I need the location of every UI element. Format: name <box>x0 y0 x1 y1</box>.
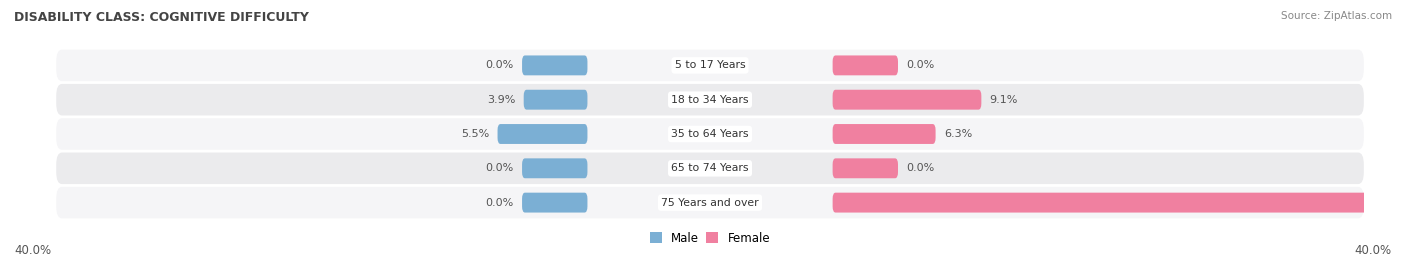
FancyBboxPatch shape <box>522 55 588 75</box>
FancyBboxPatch shape <box>56 152 1364 184</box>
FancyBboxPatch shape <box>56 187 1364 218</box>
Text: 0.0%: 0.0% <box>485 198 515 208</box>
FancyBboxPatch shape <box>522 193 588 213</box>
Legend: Male, Female: Male, Female <box>650 232 770 245</box>
Text: 5.5%: 5.5% <box>461 129 489 139</box>
Text: 0.0%: 0.0% <box>485 163 515 173</box>
Text: 40.0%: 40.0% <box>14 244 51 257</box>
FancyBboxPatch shape <box>498 124 588 144</box>
Text: Source: ZipAtlas.com: Source: ZipAtlas.com <box>1281 11 1392 21</box>
FancyBboxPatch shape <box>832 193 1406 213</box>
FancyBboxPatch shape <box>56 118 1364 150</box>
FancyBboxPatch shape <box>832 158 898 178</box>
Text: 65 to 74 Years: 65 to 74 Years <box>671 163 749 173</box>
Text: 75 Years and over: 75 Years and over <box>661 198 759 208</box>
Text: 18 to 34 Years: 18 to 34 Years <box>671 95 749 105</box>
FancyBboxPatch shape <box>523 90 588 110</box>
FancyBboxPatch shape <box>832 124 935 144</box>
FancyBboxPatch shape <box>522 158 588 178</box>
FancyBboxPatch shape <box>56 84 1364 116</box>
Text: DISABILITY CLASS: COGNITIVE DIFFICULTY: DISABILITY CLASS: COGNITIVE DIFFICULTY <box>14 11 309 24</box>
Text: 0.0%: 0.0% <box>485 60 515 70</box>
FancyBboxPatch shape <box>832 90 981 110</box>
Text: 5 to 17 Years: 5 to 17 Years <box>675 60 745 70</box>
Text: 0.0%: 0.0% <box>905 163 935 173</box>
Text: 9.1%: 9.1% <box>990 95 1018 105</box>
FancyBboxPatch shape <box>832 55 898 75</box>
Text: 6.3%: 6.3% <box>943 129 972 139</box>
FancyBboxPatch shape <box>56 50 1364 81</box>
Text: 3.9%: 3.9% <box>486 95 516 105</box>
Text: 35 to 64 Years: 35 to 64 Years <box>671 129 749 139</box>
Text: 0.0%: 0.0% <box>905 60 935 70</box>
Text: 40.0%: 40.0% <box>1355 244 1392 257</box>
